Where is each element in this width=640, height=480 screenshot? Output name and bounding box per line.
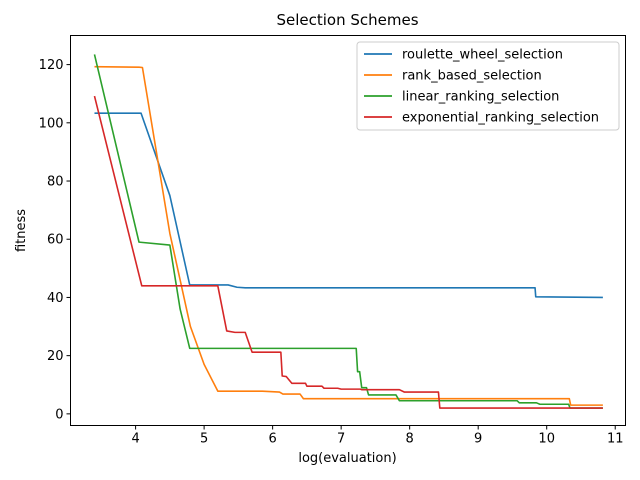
x-tick-label: 9	[474, 432, 482, 447]
legend: roulette_wheel_selection rank_based_selec…	[356, 41, 620, 131]
y-tick-label: 80	[47, 175, 64, 190]
x-tick-label: 4	[131, 432, 139, 447]
x-tick-label: 10	[538, 432, 555, 447]
x-tick-label: 6	[268, 432, 276, 447]
y-axis-title: fitness	[14, 209, 29, 252]
legend-label-exponential-ranking-selection: exponential_ranking_selection	[402, 111, 599, 126]
chart-title: Selection Schemes	[276, 11, 418, 29]
series-layer	[93, 54, 603, 409]
y-tick-label: 60	[47, 233, 64, 248]
y-tick-label: 100	[39, 116, 64, 131]
x-tick-label: 7	[337, 432, 345, 447]
series-line-exponential-ranking-selection	[93, 95, 603, 409]
x-axis-title: log(evaluation)	[298, 451, 396, 466]
x-tick-label: 5	[200, 432, 208, 447]
y-tick-label: 0	[55, 407, 63, 422]
y-axis-ticks: 0 20 40 60 80 100 120	[39, 58, 71, 422]
y-tick-label: 120	[39, 58, 64, 73]
x-axis-ticks: 4 5 6 7 8 9 10 11	[131, 425, 624, 447]
y-tick-label: 40	[47, 291, 64, 306]
series-line-linear-ranking-selection	[93, 54, 603, 409]
legend-label-roulette-wheel-selection: roulette_wheel_selection	[402, 48, 563, 63]
series-line-rank-based-selection	[94, 65, 603, 406]
series-line-roulette-wheel-selection	[94, 112, 603, 299]
x-tick-label: 8	[406, 432, 414, 447]
legend-label-rank-based-selection: rank_based_selection	[402, 69, 542, 84]
legend-box	[356, 41, 620, 131]
plot-frame	[70, 35, 626, 426]
legend-label-linear-ranking-selection: linear_ranking_selection	[402, 90, 559, 105]
y-tick-label: 20	[47, 349, 64, 364]
x-tick-label: 11	[607, 432, 624, 447]
